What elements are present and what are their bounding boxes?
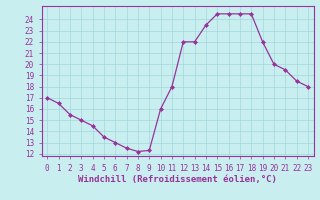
X-axis label: Windchill (Refroidissement éolien,°C): Windchill (Refroidissement éolien,°C)	[78, 175, 277, 184]
